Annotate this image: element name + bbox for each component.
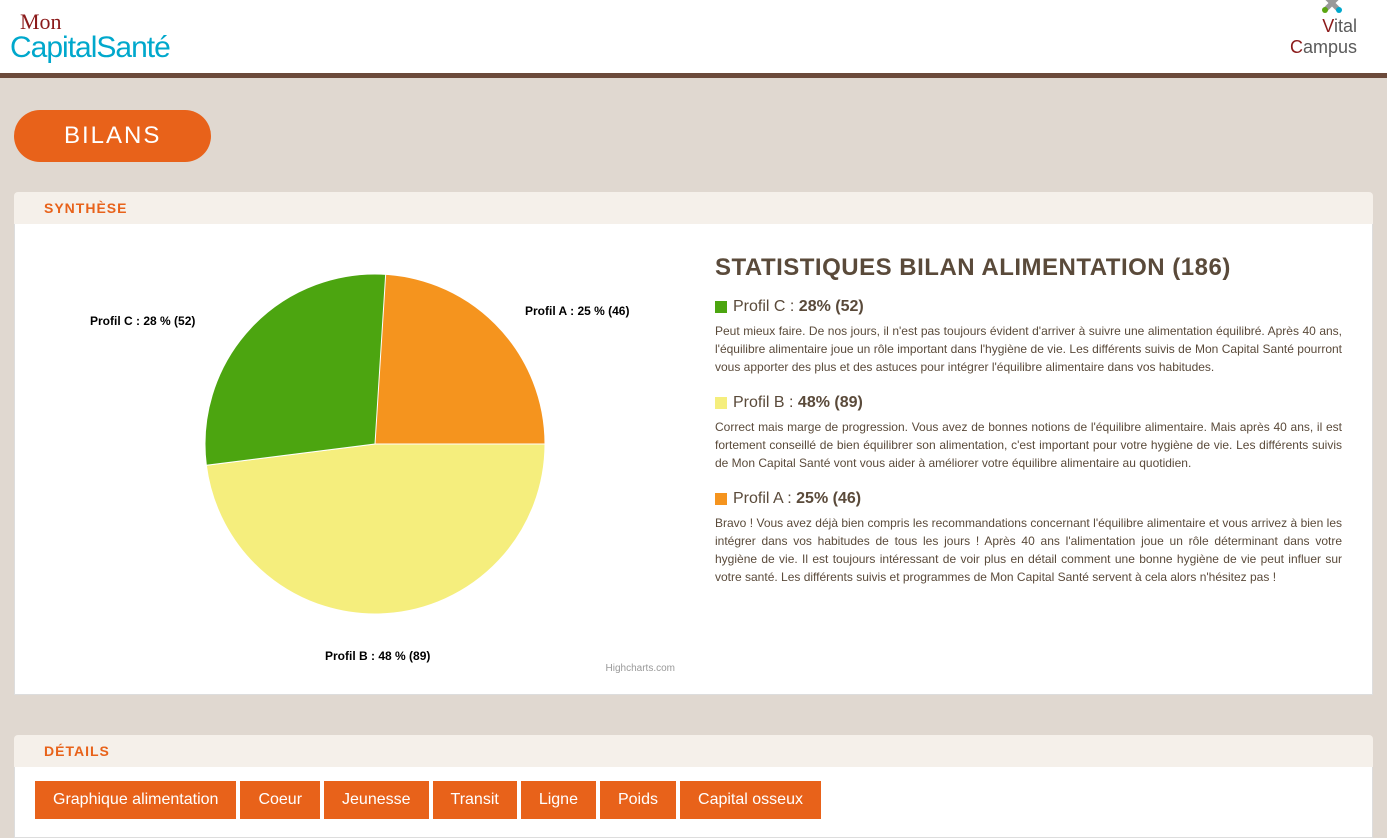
detail-button-ligne[interactable]: Ligne: [521, 781, 596, 819]
logo-capital-text: CapitalSanté: [10, 31, 170, 64]
bilans-button[interactable]: BILANS: [14, 110, 211, 162]
profil-a-block: Profil A : 25% (46) Bravo ! Vous avez dé…: [715, 490, 1342, 586]
details-panel: Graphique alimentationCoeurJeunesseTrans…: [14, 767, 1373, 838]
logo-capital-sante[interactable]: Mon CapitalSanté: [10, 11, 170, 63]
detail-button-graphique-alimentation[interactable]: Graphique alimentation: [35, 781, 236, 819]
pie-label-b: Profil B : 48 % (89): [325, 649, 430, 663]
profil-c-desc: Peut mieux faire. De nos jours, il n'est…: [715, 322, 1342, 376]
profil-b-name: Profil B :: [733, 394, 793, 412]
profil-a-color-icon: [715, 493, 727, 505]
profil-a-desc: Bravo ! Vous avez déjà bien compris les …: [715, 514, 1342, 586]
logo-campus-text: Campus: [1290, 37, 1357, 57]
detail-button-coeur[interactable]: Coeur: [240, 781, 320, 819]
synthese-panel: Profil A : 25 % (46) Profil B : 48 % (89…: [14, 224, 1373, 695]
details-title: DÉTAILS: [14, 735, 1373, 767]
detail-button-transit[interactable]: Transit: [433, 781, 517, 819]
profil-b-block: Profil B : 48% (89) Correct mais marge d…: [715, 394, 1342, 472]
detail-button-poids[interactable]: Poids: [600, 781, 676, 819]
profil-b-color-icon: [715, 397, 727, 409]
profil-c-heading: Profil C : 28% (52): [715, 298, 1342, 316]
profil-b-heading: Profil B : 48% (89): [715, 394, 1342, 412]
detail-button-jeunesse[interactable]: Jeunesse: [324, 781, 429, 819]
profil-b-stat: 48% (89): [798, 394, 863, 412]
synthese-title: SYNTHÈSE: [14, 192, 1373, 224]
logo-vital-campus[interactable]: Vital Campus: [1290, 16, 1357, 58]
profil-c-color-icon: [715, 301, 727, 313]
pie-label-a: Profil A : 25 % (46): [525, 304, 629, 318]
profil-a-heading: Profil A : 25% (46): [715, 490, 1342, 508]
profil-c-block: Profil C : 28% (52) Peut mieux faire. De…: [715, 298, 1342, 376]
profil-b-desc: Correct mais marge de progression. Vous …: [715, 418, 1342, 472]
detail-button-capital-osseux[interactable]: Capital osseux: [680, 781, 821, 819]
chart-container: Profil A : 25 % (46) Profil B : 48 % (89…: [35, 254, 695, 674]
logo-mon-text: Mon: [20, 11, 170, 33]
top-bar: Mon CapitalSanté Vital Campus: [0, 0, 1387, 78]
profil-c-name: Profil C :: [733, 298, 794, 316]
vital-campus-icon: [1317, 0, 1347, 21]
profil-a-name: Profil A :: [733, 490, 792, 508]
stats-text: STATISTIQUES BILAN ALIMENTATION (186) Pr…: [695, 254, 1352, 674]
chart-credit[interactable]: Highcharts.com: [606, 663, 675, 674]
profil-c-stat: 28% (52): [799, 298, 864, 316]
pie-label-c: Profil C : 28 % (52): [90, 314, 195, 328]
stats-title: STATISTIQUES BILAN ALIMENTATION (186): [715, 254, 1342, 282]
profil-a-stat: 25% (46): [796, 490, 861, 508]
